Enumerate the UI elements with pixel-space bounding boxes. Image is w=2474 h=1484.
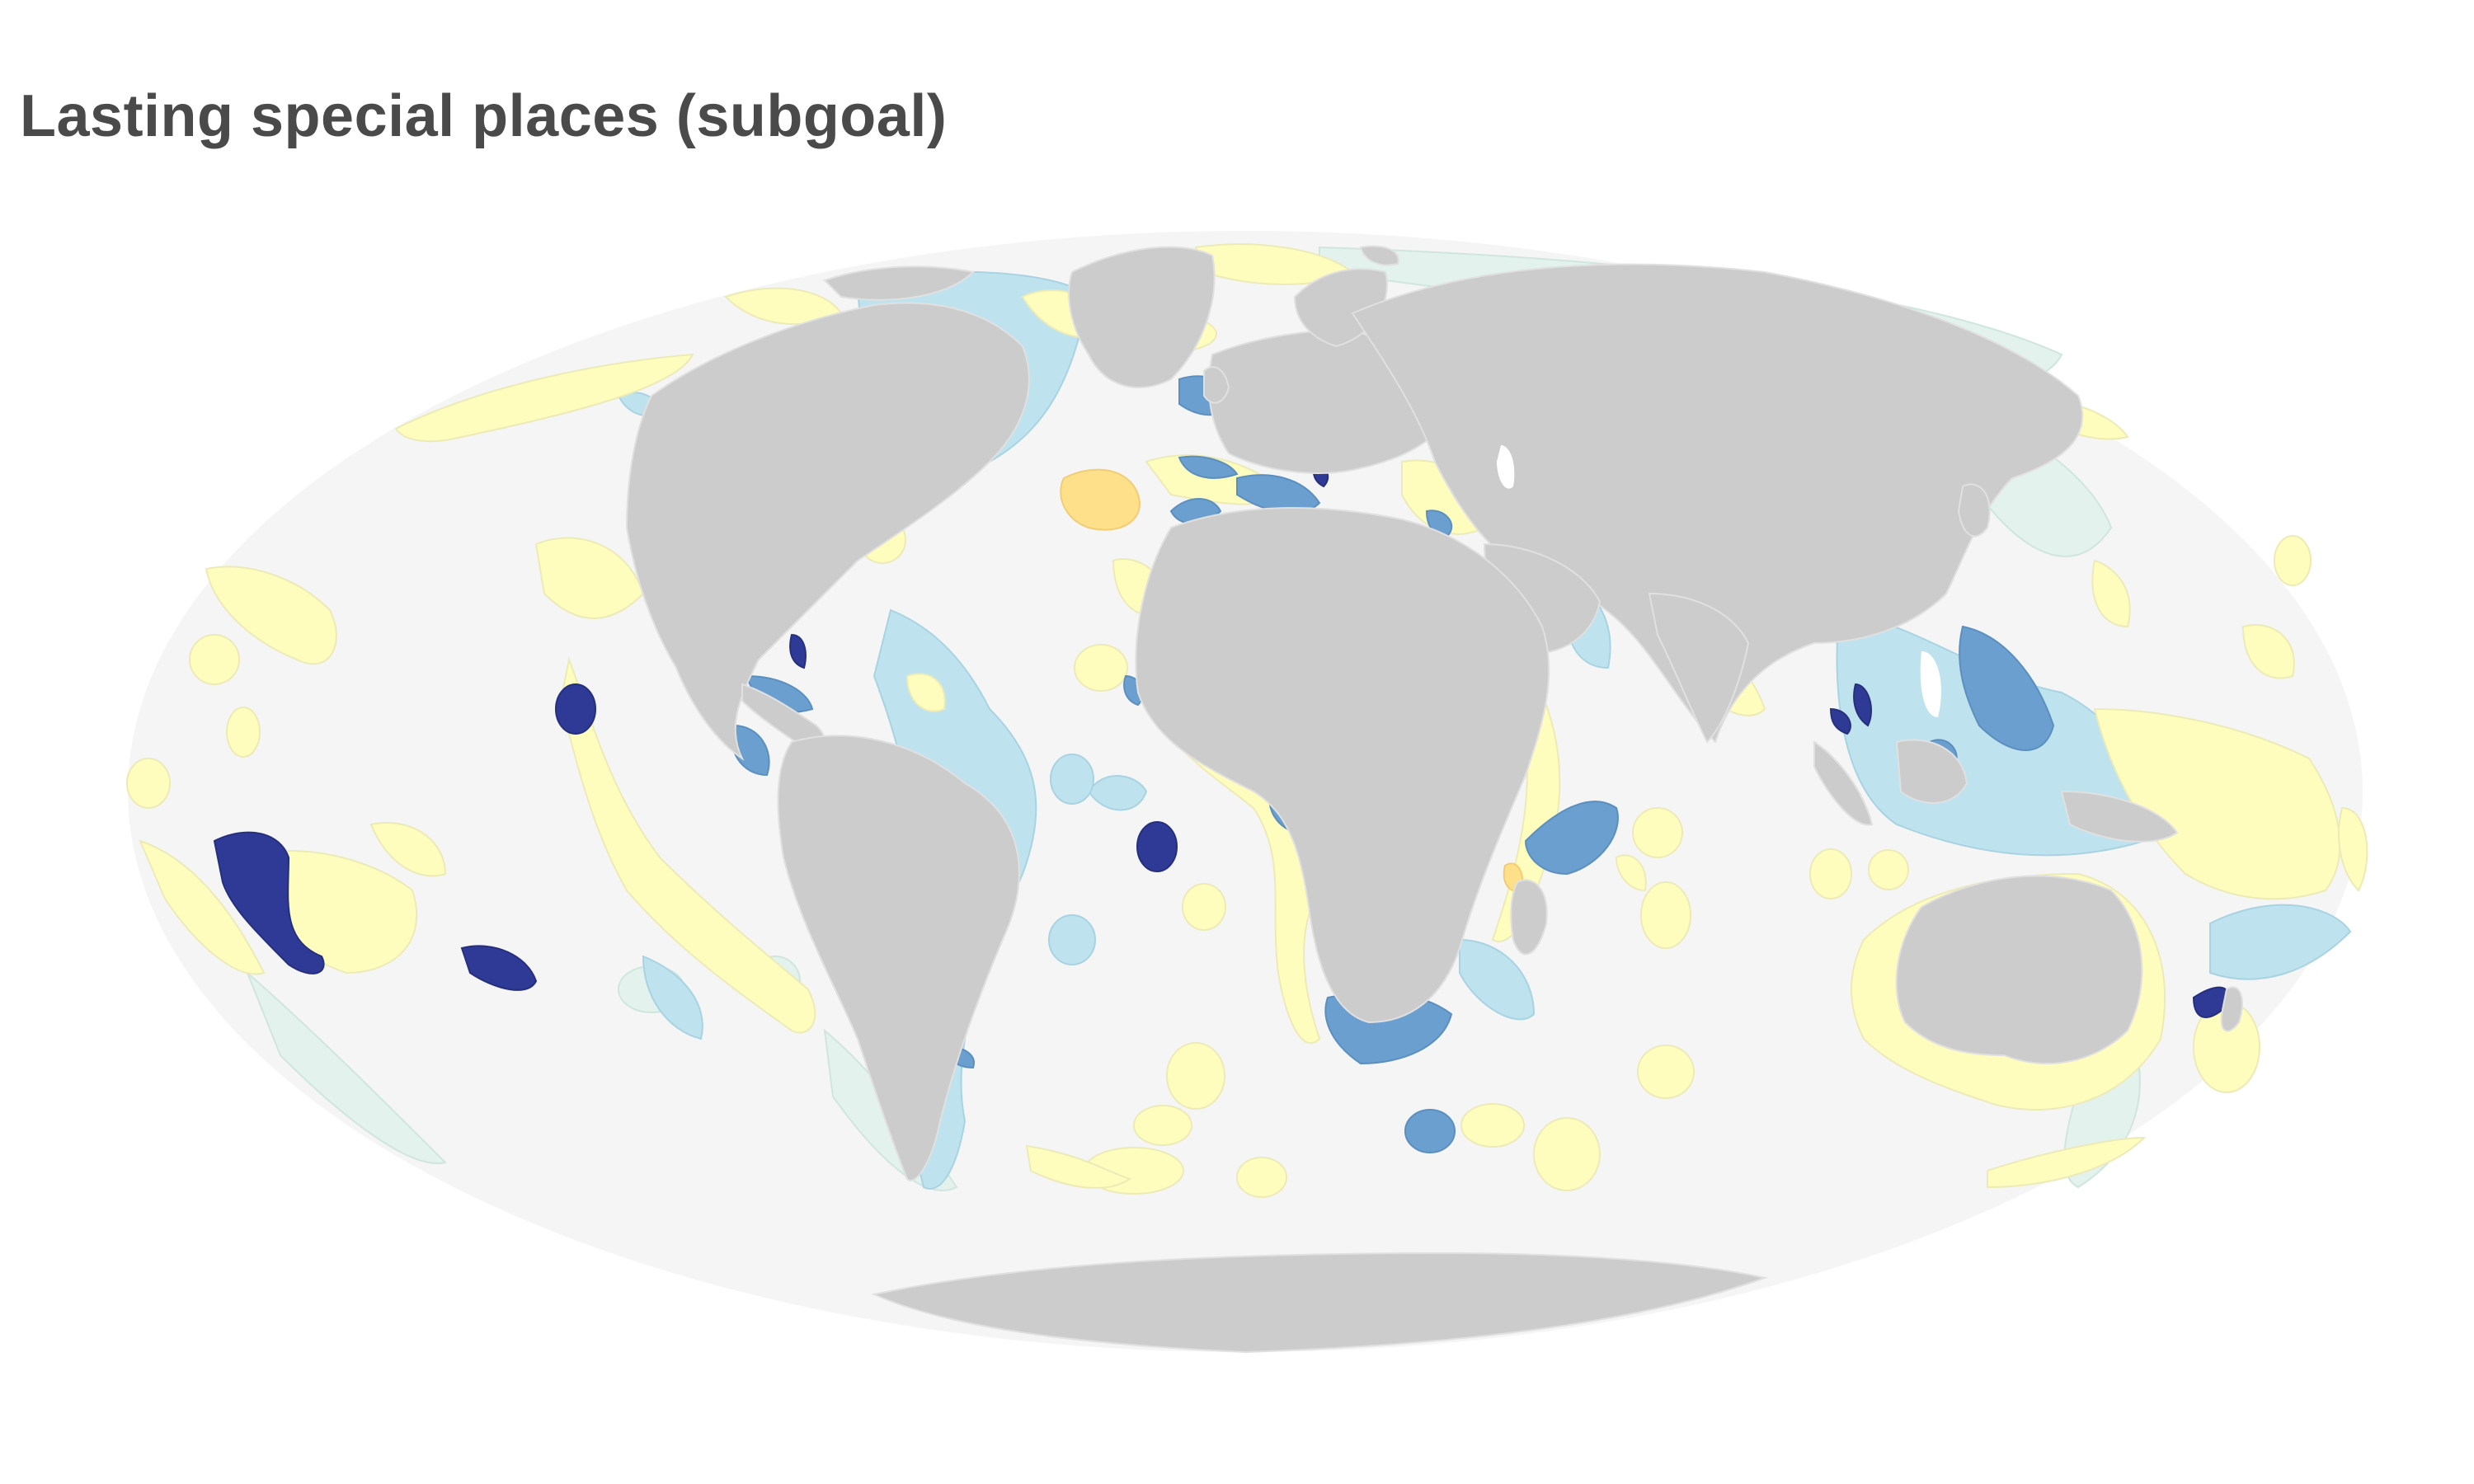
india [1648, 592, 1750, 744]
great-britain [1203, 366, 1230, 404]
eez-orange-regions [1060, 468, 1524, 892]
australia [1895, 875, 2143, 1064]
north-america [625, 302, 1030, 761]
svalbard [1359, 245, 1399, 266]
canadian-archipelago [823, 265, 976, 301]
map-title: Lasting special places (subgoal) [20, 83, 948, 149]
sumatra [1813, 740, 1874, 826]
south-america [777, 735, 1020, 1181]
madagascar [1510, 879, 1548, 956]
borneo [1895, 739, 1968, 804]
africa [1135, 507, 1550, 1024]
antarctica [871, 1252, 1768, 1354]
land-masses [625, 245, 2243, 1354]
japan [1957, 483, 1991, 538]
new-zealand [2220, 986, 2243, 1032]
greenland [1068, 246, 1216, 388]
inland-water [1497, 445, 1941, 717]
new-guinea [2060, 790, 2179, 843]
